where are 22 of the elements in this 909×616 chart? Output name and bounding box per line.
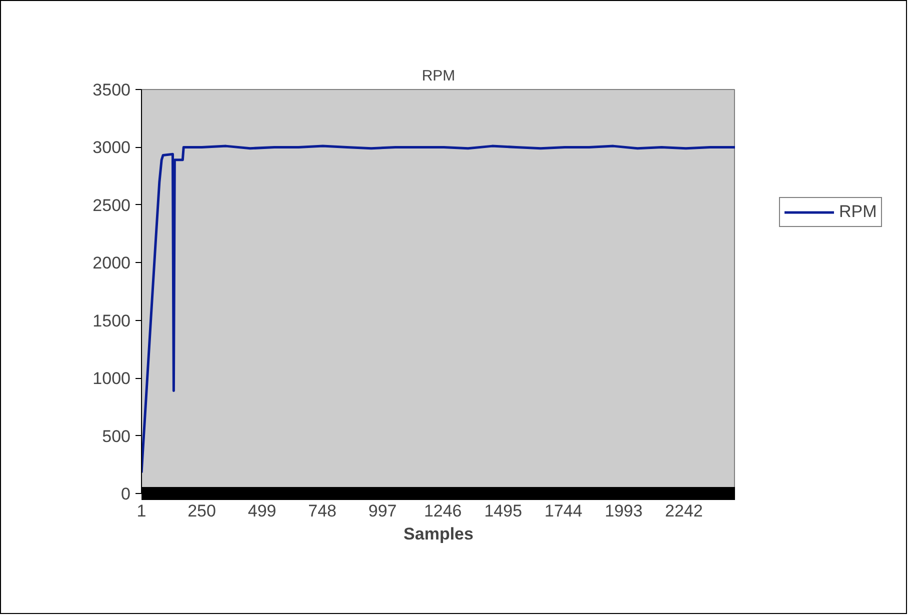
x-tick-label: 2242 (665, 502, 703, 520)
x-tick-label: 1993 (604, 502, 643, 520)
x-tick-label: 250 (188, 502, 216, 520)
y-tick-label: 3500 (92, 80, 131, 100)
y-tick-label: 1500 (92, 311, 131, 330)
line-series (142, 144, 735, 474)
y-tick-label: 2500 (92, 196, 131, 215)
x-tick-label: 1495 (484, 502, 522, 520)
y-tick-label: 1000 (92, 369, 131, 388)
legend-label: RPM (839, 202, 877, 222)
x-axis-title: Samples (404, 524, 474, 544)
x-tick-label: 499 (248, 502, 276, 520)
y-tick-label: 500 (102, 426, 131, 446)
x-tick-label: 748 (308, 502, 337, 520)
x-tick-label: 1744 (544, 502, 582, 520)
x-tick-label: 997 (368, 502, 397, 520)
x-tick-label: 1246 (424, 502, 462, 520)
x-tick-label: 1 (136, 502, 146, 520)
chart-title: RPM (422, 68, 456, 84)
y-tick-label: 0 (121, 484, 131, 504)
y-tick-label: 2000 (92, 254, 131, 273)
y-tick-label: 3000 (92, 138, 131, 158)
